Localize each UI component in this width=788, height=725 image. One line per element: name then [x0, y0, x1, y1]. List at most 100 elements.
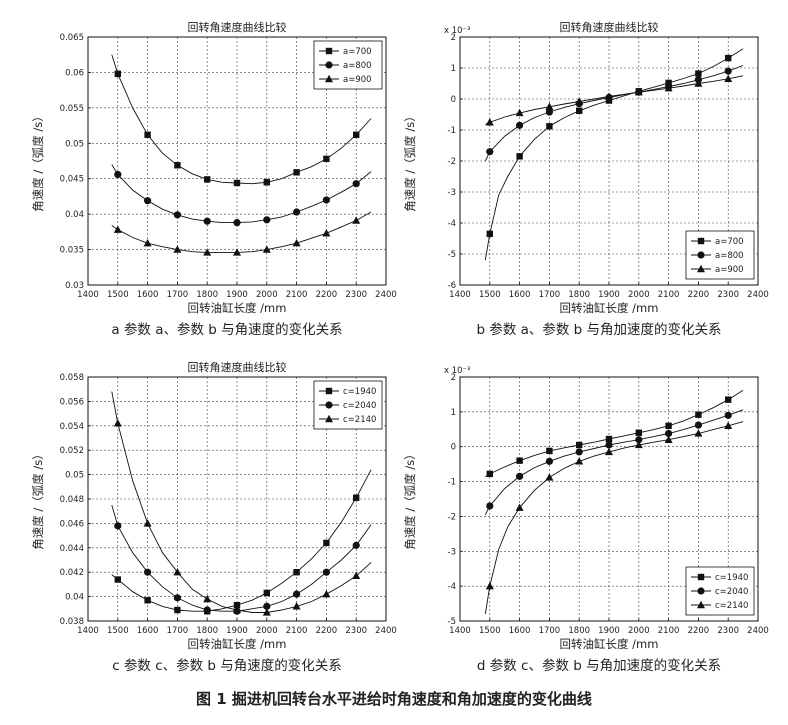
legend-label: a=700 [715, 237, 744, 247]
data-point [113, 225, 122, 233]
panel-caption: d 参数 c、参数 b 与角加速度的变化关系 [477, 657, 721, 674]
x-tick-label: 1900 [226, 626, 248, 636]
legend-label: c=1940 [343, 387, 376, 397]
y-axis-label: 角速度 /（弧度 /s） [31, 110, 45, 212]
data-point [605, 447, 613, 456]
series-c=1940 [485, 389, 744, 478]
series-c=2140 [484, 421, 744, 615]
data-point [635, 429, 642, 436]
y-tick-label: 0.05 [65, 139, 84, 149]
x-tick-label: 2300 [345, 290, 367, 300]
y-axis-label: 角速度 /（弧度 /s） [403, 448, 417, 550]
y-axis-label: 角速度 /（弧度 /s） [403, 110, 417, 212]
data-point [144, 131, 151, 138]
data-point [233, 605, 241, 614]
x-tick-label: 1700 [167, 290, 189, 300]
y-tick-label: 0.054 [60, 422, 84, 432]
data-point [293, 590, 301, 598]
series-a=700 [484, 48, 744, 261]
x-tick-label: 1900 [598, 290, 620, 300]
data-point [144, 597, 151, 604]
panel-b: 1400 1500 1600 1700 1800 1900 2000 2100 2200 2300… [403, 20, 769, 338]
data-point [233, 179, 241, 187]
legend-marker [697, 600, 705, 609]
data-point [173, 568, 182, 576]
figure-caption: 图 1 掘进机回转台水平进给时角速度和角加速度的变化曲线 [196, 690, 592, 708]
x-tick-label: 2400 [375, 626, 397, 636]
series-a=800 [484, 65, 744, 162]
data-point [694, 421, 703, 429]
data-point [724, 74, 733, 83]
x-tick-label: 1800 [196, 626, 218, 636]
legend-marker [697, 573, 705, 581]
data-point [546, 123, 553, 130]
y-tick-label: 1 [451, 64, 456, 74]
data-point [576, 441, 583, 449]
data-point [724, 411, 732, 419]
y-tick-label: 1 [451, 408, 456, 418]
panel-a: 1400 1500 1600 1700 1800 1900 2000 2100 2200 2300… [31, 20, 397, 338]
y-exponent-label: x 10⁻³ [444, 366, 470, 376]
x-axis-label: 回转油缸长度 /mm [560, 637, 659, 651]
legend-label: a=900 [715, 265, 744, 275]
data-point [293, 169, 300, 176]
legend-marker [325, 74, 333, 83]
data-point [486, 230, 493, 238]
data-point [174, 162, 181, 169]
x-tick-label: 1700 [167, 626, 189, 636]
data-point [725, 396, 732, 403]
y-tick-label: -1 [448, 126, 456, 136]
legend-marker [325, 414, 333, 423]
data-point [293, 208, 301, 216]
data-point [203, 217, 211, 225]
data-point [516, 121, 524, 129]
x-tick-label: 2100 [658, 290, 680, 300]
data-point [322, 589, 331, 598]
panel-d: 1400 1500 1600 1700 1800 1900 2000 2100 2200 2300… [403, 366, 769, 674]
x-tick-label: 2000 [628, 290, 650, 300]
legend-label: c=2140 [343, 415, 376, 425]
data-point [323, 539, 330, 547]
chart-title: 回转角速度曲线比较 [188, 360, 287, 374]
legend-marker [697, 251, 705, 259]
y-tick-label: 2 [451, 373, 456, 383]
data-point [292, 238, 301, 247]
legend-marker [325, 387, 333, 395]
data-point [263, 179, 270, 186]
legend-marker [325, 47, 333, 55]
legend-label: c=1940 [715, 573, 748, 583]
y-tick-label: 0.04 [65, 210, 84, 220]
y-tick-label: 0.056 [60, 397, 84, 407]
data-point [353, 131, 360, 138]
x-tick-label: 2100 [658, 626, 680, 636]
y-tick-label: 0.048 [60, 495, 84, 505]
data-point [724, 421, 733, 429]
data-point [352, 571, 361, 580]
data-point [203, 606, 211, 614]
data-point [322, 568, 330, 576]
data-point [694, 79, 703, 87]
data-point [114, 170, 122, 179]
y-tick-label: -5 [448, 250, 456, 260]
legend-label: c=2040 [343, 401, 376, 411]
legend-marker [325, 401, 333, 409]
series-a=800 [111, 164, 372, 227]
x-tick-label: 2100 [286, 626, 308, 636]
chart-title: 回转角速度曲线比较 [188, 20, 287, 34]
panel-c: 1400 1500 1600 1700 1800 1900 2000 2100 2200 2300… [31, 360, 397, 674]
data-point [233, 601, 241, 609]
x-tick-label: 1400 [77, 626, 99, 636]
y-tick-label: 0 [451, 443, 456, 453]
data-point [665, 79, 672, 87]
x-tick-label: 1900 [226, 290, 248, 300]
data-point [515, 108, 524, 117]
x-tick-label: 1400 [449, 290, 471, 300]
data-point [485, 118, 494, 126]
series-line [484, 48, 744, 261]
data-point [694, 429, 703, 437]
x-tick-label: 2100 [286, 290, 308, 300]
x-tick-label: 2000 [256, 626, 278, 636]
x-tick-label: 2400 [747, 290, 769, 300]
data-point [664, 83, 673, 92]
